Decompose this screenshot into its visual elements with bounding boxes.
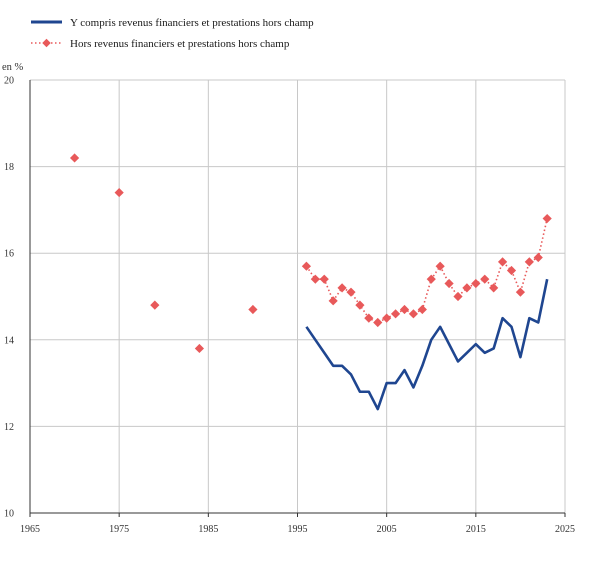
series-without-financial-point [382, 313, 392, 323]
series-without-financial-point [150, 300, 160, 310]
y-tick-label: 12 [4, 422, 14, 433]
series-without-financial-point [542, 213, 552, 224]
series-without-financial-point [462, 283, 472, 293]
grid [30, 79, 566, 513]
y-tick-label: 20 [4, 76, 14, 87]
series-without-financial-point [506, 265, 517, 276]
legend: Y compris revenus financiers et prestati… [31, 17, 314, 50]
series-without-financial-point [417, 304, 427, 315]
x-tick-label: 2015 [466, 524, 486, 535]
tick-labels: 10 12 14 16 18 20 1965 1975 1985 1995 2005 2015 2025 [4, 76, 575, 536]
series-without-financial-point [346, 287, 356, 297]
series-without-financial-point [497, 257, 508, 267]
y-tick-label: 18 [4, 162, 14, 173]
series-without-financial-point [364, 313, 374, 323]
series-without-financial-point [301, 261, 312, 271]
series-without-financial-point [114, 187, 124, 198]
series-without-financial-point [453, 291, 463, 302]
series-without-financial-point [408, 309, 419, 319]
series-without-financial-point [248, 304, 258, 315]
y-axis-unit-label: en % [2, 62, 24, 73]
series-without-financial-point [471, 278, 481, 289]
y-tick-label: 16 [4, 249, 14, 260]
series-without-financial-point [444, 278, 454, 289]
axes [29, 80, 566, 517]
series-without-financial-point [390, 309, 401, 319]
x-tick-label: 1975 [109, 524, 129, 535]
series-without-financial-point [337, 283, 347, 293]
series-without-financial-point [194, 343, 205, 354]
series-without-financial-point [524, 257, 534, 267]
series-without-financial-point [533, 252, 543, 263]
series-without-financial-point [310, 274, 320, 284]
series-without-financial-point [480, 274, 490, 284]
series-without-financial-point [355, 300, 365, 310]
x-tick-label: 1965 [20, 524, 40, 535]
y-tick-label: 10 [4, 509, 14, 520]
series-without-financial-point [489, 283, 499, 293]
series-without-financial-point [435, 261, 445, 271]
series-without-financial-point [328, 296, 338, 306]
series-layer [69, 153, 552, 411]
x-tick-label: 1985 [198, 524, 218, 535]
legend-label-with-financial: Y compris revenus financiers et prestati… [70, 17, 314, 29]
series-without-financial-line [305, 218, 548, 324]
x-tick-label: 2025 [555, 524, 575, 535]
series-without-financial-point [515, 287, 526, 297]
series-without-financial-point [319, 274, 329, 284]
x-tick-label: 2005 [377, 524, 397, 535]
series-without-financial-point [69, 153, 80, 163]
series-without-financial-point [373, 317, 383, 328]
legend-marker-diamond [42, 38, 51, 48]
series-without-financial-point [426, 274, 436, 284]
series-without-financial-point [399, 304, 410, 315]
y-tick-label: 14 [4, 335, 14, 346]
series-with-financial-line [305, 278, 549, 411]
legend-label-without-financial: Hors revenus financiers et prestations h… [70, 38, 290, 50]
x-tick-label: 1995 [288, 524, 308, 535]
